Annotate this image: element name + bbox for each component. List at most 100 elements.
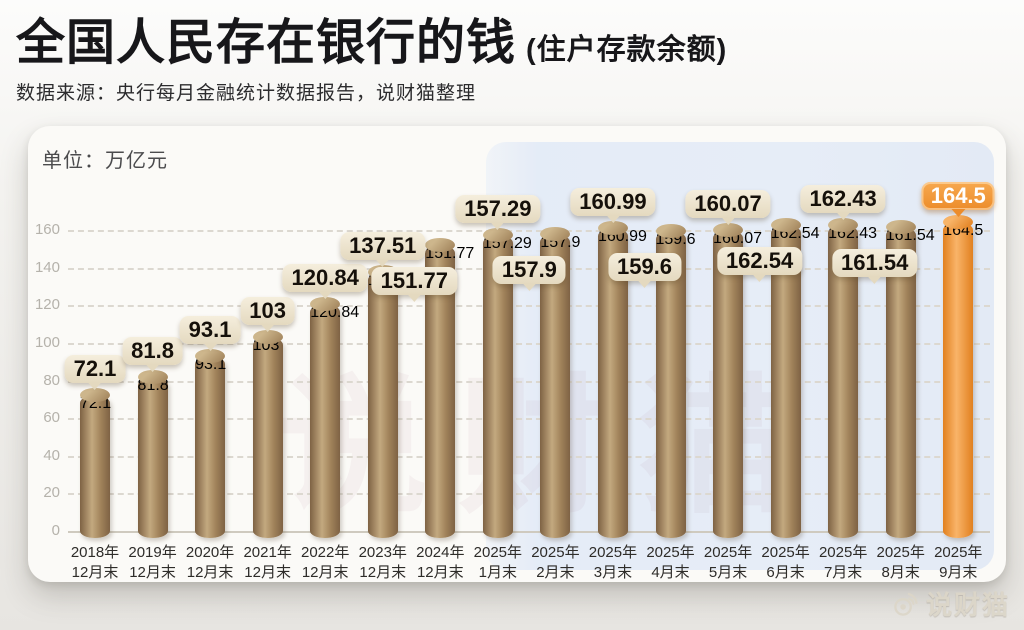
x-label-line2: 1月末	[478, 563, 518, 581]
value-label: 161.54	[832, 249, 918, 285]
x-label-line2: 12月末	[359, 563, 407, 581]
value-label: 120.84	[282, 263, 368, 299]
x-label-line2: 3月末	[593, 563, 633, 581]
x-label-line1: 2020年	[185, 544, 235, 561]
x-label-line1: 2025年	[934, 544, 983, 561]
page-title: 全国人民存在银行的钱	[16, 16, 517, 70]
x-label-line1: 2025年	[703, 544, 753, 561]
bar-top-cap	[252, 330, 283, 345]
value-label: 162.54	[716, 247, 803, 283]
bar-highlighted: 164.5	[943, 221, 983, 538]
bar-top-cap	[80, 388, 110, 403]
bar: 137.51	[367, 272, 417, 538]
bar-top-cap	[770, 218, 801, 233]
y-axis-tick-label: 100	[34, 333, 60, 351]
gridline	[68, 493, 990, 496]
value-label: 81.8	[122, 337, 183, 373]
bar: 162.43	[828, 225, 877, 538]
gridline	[68, 230, 990, 232]
y-axis-tick-label: 120	[34, 296, 60, 314]
x-axis-tick-label: 2025年 5月末	[695, 543, 761, 582]
x-axis-line	[68, 531, 990, 533]
bar-top-cap	[713, 222, 744, 237]
x-axis-tick-label: 2020年 12月末	[177, 543, 243, 582]
value-label: 159.6	[607, 252, 682, 288]
x-axis-tick-label: 2025年 3月末	[580, 543, 646, 582]
x-axis-tick-label: 2025年 1月末	[465, 543, 531, 582]
x-axis-tick-label: 2025年 4月末	[638, 543, 704, 582]
x-label-line2: 12月末	[301, 563, 349, 581]
bar-top-cap	[540, 226, 571, 241]
bar: 160.07	[713, 229, 762, 538]
bar-top-cap	[482, 228, 513, 243]
value-label: 93.1	[179, 315, 241, 351]
x-label-line1: 2025年	[876, 544, 925, 561]
x-axis-tick-label: 2025年 7月末	[810, 543, 876, 582]
x-axis-tick-label: 2018年 12月末	[62, 543, 128, 582]
page-title-suffix: (住户存款余额)	[526, 34, 728, 66]
value-label: 103	[240, 297, 295, 333]
gridline	[68, 418, 990, 421]
bar: 157.9	[540, 233, 580, 538]
x-label-line2: 2月末	[536, 563, 575, 581]
value-label: 162.43	[800, 185, 886, 221]
bar-top-cap	[425, 238, 456, 253]
y-axis-tick-label: 80	[43, 371, 60, 389]
credit-watermark: 说财猫	[892, 585, 1010, 622]
title-line: 全国人民存在银行的钱 (住户存款余额)	[16, 10, 1006, 76]
gridline	[68, 380, 990, 383]
gridline	[68, 305, 990, 308]
value-label: 72.1	[64, 355, 126, 391]
gridline	[68, 455, 990, 458]
x-label-line2: 4月末	[651, 563, 690, 581]
x-label-line1: 2024年	[416, 544, 465, 561]
gridline	[68, 342, 990, 345]
bar-top-cap	[195, 348, 226, 363]
x-label-line1: 2018年	[70, 544, 120, 561]
bar-top-cap	[597, 221, 628, 236]
bar: 72.1	[80, 395, 111, 538]
x-label-line2: 12月末	[416, 563, 464, 581]
bar-top-cap	[828, 218, 859, 233]
x-label-line1: 2019年	[128, 544, 177, 561]
value-label: 160.07	[685, 189, 771, 225]
x-axis-tick-label: 2025年 6月末	[753, 543, 819, 582]
bar: 157.29	[482, 235, 532, 538]
bar-top-cap	[885, 220, 916, 235]
x-label-line2: 12月末	[244, 563, 291, 581]
bar-top-cap	[943, 214, 974, 229]
x-label-line1: 2022年	[301, 544, 350, 561]
x-label-line1: 2025年	[531, 544, 580, 561]
bar: 120.84	[310, 303, 359, 538]
x-label-line2: 5月末	[708, 563, 748, 581]
x-label-line1: 2025年	[761, 544, 810, 561]
value-label: 157.29	[455, 195, 541, 231]
chart-card: 说财猫 单位：万亿元 02040608010012014016072.172.1…	[28, 126, 1006, 582]
header: 全国人民存在银行的钱 (住户存款余额) 数据来源：央行每月金融统计数据报告，说财…	[16, 10, 1006, 105]
x-label-line2: 12月末	[186, 563, 234, 581]
value-label: 157.9	[492, 255, 566, 291]
x-axis-tick-label: 2022年 12月末	[292, 543, 358, 582]
x-axis-tick-label: 2025年 2月末	[522, 543, 588, 582]
x-axis-tick-label: 2024年 12月末	[407, 543, 473, 582]
x-label-line2: 8月末	[881, 563, 920, 581]
bar-top-cap	[137, 370, 168, 385]
bar: 159.6	[655, 230, 696, 538]
source-note: 数据来源：央行每月金融统计数据报告，说财猫整理	[16, 83, 477, 105]
x-label-line2: 7月末	[823, 563, 863, 581]
bar: 161.54	[885, 227, 935, 538]
x-label-line2: 6月末	[766, 563, 805, 581]
y-axis-tick-label: 140	[34, 258, 60, 276]
x-label-line2: 9月末	[939, 563, 978, 581]
x-label-line2: 12月末	[71, 563, 119, 581]
x-label-line1: 2025年	[588, 544, 638, 561]
bar-top-cap	[310, 296, 341, 311]
bar: 162.54	[770, 225, 820, 538]
value-label: 160.99	[570, 188, 656, 224]
y-axis-tick-label: 20	[43, 484, 60, 502]
bar: 103	[252, 337, 283, 538]
value-label-highlighted: 164.5	[921, 181, 995, 217]
credit-text: 说财猫	[925, 590, 1010, 620]
x-label-line1: 2023年	[358, 544, 407, 561]
value-label: 151.77	[371, 267, 457, 303]
